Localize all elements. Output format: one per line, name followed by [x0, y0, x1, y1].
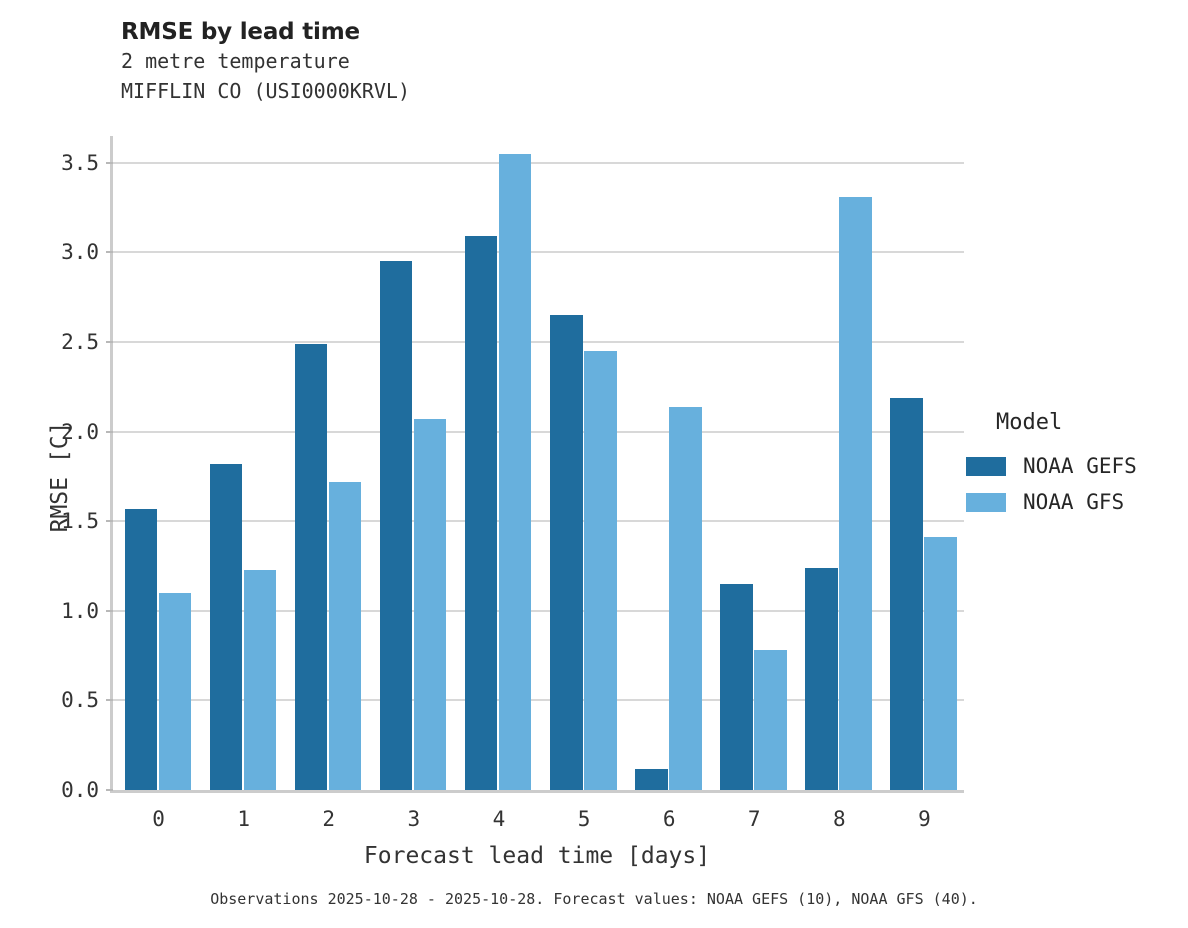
- y-axis-tick: [106, 161, 113, 164]
- bar-group: [635, 136, 703, 790]
- chart-location: MIFFLIN CO (USI0000KRVL): [121, 79, 410, 103]
- y-axis-tick: [106, 699, 113, 702]
- plot-area: 0.0 0.5 1.0 1.5 2.0 2.5 3.0 3.5 0 1 2 3 4 5 6 7 8 9: [61, 136, 964, 831]
- gridline: [113, 251, 964, 254]
- x-axis-tick-label: 7: [747, 807, 761, 831]
- y-axis-tick-label: 0.5: [61, 688, 99, 713]
- legend-item-label: NOAA GFS: [1023, 490, 1125, 514]
- y-axis-tick: [106, 251, 113, 254]
- y-axis-tick-label: 0.0: [61, 778, 99, 802]
- bar[interactable]: [379, 261, 413, 790]
- bar-group: [550, 136, 618, 790]
- legend-entries: NOAA GEFS NOAA GFS: [966, 450, 1181, 518]
- bar[interactable]: [294, 343, 328, 790]
- legend-title: Model: [996, 410, 1063, 435]
- legend: Model NOAA GEFS NOAA GFS: [966, 410, 1181, 522]
- bar[interactable]: [839, 196, 872, 790]
- x-axis-tick-label: 4: [492, 807, 506, 831]
- bar[interactable]: [584, 351, 617, 790]
- bar[interactable]: [243, 569, 277, 790]
- bar-group: [209, 136, 278, 790]
- y-axis-tick-label: 2.5: [61, 330, 99, 355]
- x-axis-title: Forecast lead time [days]: [363, 843, 711, 869]
- x-axis-tick-label: 1: [237, 807, 250, 831]
- y-axis-tick: [106, 609, 113, 612]
- bar[interactable]: [754, 650, 787, 790]
- bar[interactable]: [498, 153, 532, 790]
- gridline: [113, 430, 964, 433]
- x-axis-tick-label: 0: [152, 807, 165, 831]
- bar-group: [805, 136, 873, 790]
- bar-group: [124, 136, 193, 790]
- bar[interactable]: [924, 537, 957, 790]
- x-axis-tick-label: 2: [322, 807, 336, 831]
- y-axis-tick: [106, 430, 113, 433]
- bar[interactable]: [890, 397, 923, 790]
- x-axis-tick-label: 5: [577, 807, 591, 831]
- gridline: [113, 520, 964, 523]
- y-axis-tick: [106, 341, 113, 344]
- legend-swatch-icon: [966, 492, 1006, 512]
- chart-header: RMSE by lead time 2 metre temperature MI…: [121, 18, 1021, 106]
- bar-group: [294, 136, 363, 790]
- bar[interactable]: [805, 567, 838, 790]
- page-title: RMSE by lead time: [121, 19, 360, 45]
- y-axis-tick: [106, 520, 113, 523]
- gridline: [113, 609, 964, 612]
- y-axis-tick-label: 3.5: [61, 150, 99, 175]
- legend-item[interactable]: NOAA GEFS: [966, 450, 1181, 482]
- bar-group: [464, 136, 533, 790]
- bar[interactable]: [158, 592, 192, 790]
- bar[interactable]: [720, 583, 753, 790]
- x-axis-tick-label: 9: [918, 807, 931, 831]
- gridline: [113, 161, 964, 164]
- bar[interactable]: [124, 508, 158, 790]
- y-axis-tick-label: 1.5: [61, 509, 99, 534]
- bar[interactable]: [413, 419, 447, 790]
- chart-subtitle: 2 metre temperature: [121, 49, 350, 73]
- bar-series-container: [116, 136, 964, 790]
- bar-group: [890, 136, 958, 790]
- legend-item[interactable]: NOAA GFS: [966, 486, 1181, 518]
- bar[interactable]: [328, 481, 362, 790]
- y-axis-tick-label: 1.0: [61, 598, 99, 623]
- footer-note: Observations 2025-10-28 - 2025-10-28. Fo…: [210, 890, 978, 908]
- y-axis-tick-label: 2.0: [61, 419, 99, 444]
- legend-swatch-icon: [966, 456, 1006, 476]
- bar-group: [379, 136, 448, 790]
- gridline: [113, 341, 964, 344]
- x-axis-tick-label: 8: [833, 807, 846, 831]
- y-axis-tick-label: 3.0: [61, 240, 99, 265]
- bar[interactable]: [669, 406, 702, 790]
- bar[interactable]: [464, 236, 498, 790]
- x-axis-tick-label: 3: [407, 807, 421, 831]
- bar[interactable]: [635, 768, 668, 790]
- bar-group: [720, 136, 788, 790]
- bar[interactable]: [209, 463, 243, 790]
- bar[interactable]: [550, 315, 583, 790]
- legend-item-label: NOAA GEFS: [1023, 454, 1137, 478]
- gridline: [113, 699, 964, 702]
- x-axis-tick-label: 6: [662, 807, 676, 831]
- y-axis-tick: [106, 789, 113, 791]
